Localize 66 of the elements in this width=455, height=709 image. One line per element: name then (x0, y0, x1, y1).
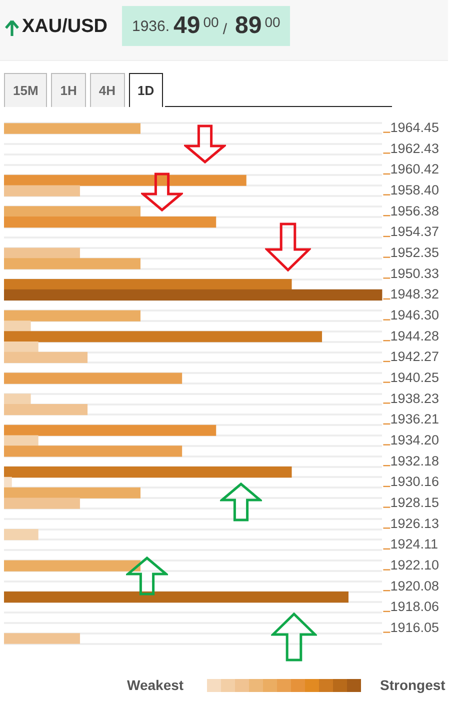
bar (4, 498, 80, 509)
text: Weakest (127, 677, 184, 693)
bar (4, 591, 348, 603)
bar (4, 206, 140, 218)
bar (4, 435, 38, 446)
bar (4, 466, 292, 478)
y-tick-label: 1928.15 (390, 495, 440, 510)
bar (4, 528, 38, 540)
text: 00 (203, 14, 219, 30)
y-tick-label: 1954.37 (390, 224, 440, 240)
chart-title: XAU/USD (22, 16, 108, 38)
y-tick-label: 1948.32 (390, 286, 440, 302)
y-tick-label: 1964.45 (390, 120, 440, 136)
y-tick-label: 1946.30 (390, 308, 440, 323)
bar (4, 185, 80, 196)
bar (4, 320, 31, 332)
text: 15M (4, 73, 48, 107)
text: 1D (128, 73, 164, 107)
y-tick-label: 1958.40 (390, 182, 440, 198)
text: 4H (90, 73, 125, 107)
bar (4, 446, 182, 457)
bar (4, 289, 382, 300)
bar (4, 424, 216, 436)
text: Strongest (380, 677, 446, 693)
bar (4, 123, 140, 134)
bar (4, 216, 216, 228)
y-tick-label: 1922.10 (390, 558, 440, 572)
text: 49 (174, 12, 200, 40)
bar (4, 352, 88, 363)
y-tick-label: 1952.35 (390, 245, 440, 260)
bar (4, 342, 38, 353)
text: 1H (51, 73, 86, 107)
text: 89 (235, 12, 262, 40)
y-tick-label: 1926.13 (390, 516, 440, 531)
y-tick-label: 1920.08 (390, 578, 440, 594)
y-tick-label: 1916.05 (390, 620, 440, 635)
y-tick-label: 1956.38 (390, 203, 440, 218)
bar (4, 331, 322, 342)
bar (4, 174, 246, 186)
y-tick-label: 1950.33 (390, 266, 440, 281)
y-tick-label: 1960.42 (390, 162, 440, 177)
bar (4, 633, 80, 644)
text: 1936. (132, 18, 170, 34)
bar (4, 394, 31, 405)
y-tick-label: 1924.11 (390, 536, 438, 552)
bar (4, 560, 140, 572)
y-tick-label: 1934.20 (390, 432, 440, 448)
bar (4, 487, 140, 498)
y-tick-label: 1944.28 (390, 328, 440, 344)
text: 00 (264, 14, 280, 30)
y-tick-label: 1938.23 (390, 390, 440, 406)
y-tick-label: 1918.06 (390, 599, 440, 614)
y-tick-label: 1932.18 (390, 453, 440, 468)
y-tick-label: 1940.25 (390, 370, 440, 386)
y-tick-label: 1942.27 (390, 349, 440, 364)
bar (4, 372, 182, 384)
bar (4, 404, 88, 416)
bar (4, 476, 12, 488)
y-tick-label: 1962.43 (390, 140, 440, 156)
bar (4, 310, 140, 322)
bar (4, 279, 292, 290)
bar (4, 258, 140, 270)
y-tick-label: 1930.16 (390, 474, 440, 490)
text: / (222, 21, 227, 38)
y-tick-label: 1936.21 (390, 412, 440, 427)
bar (4, 248, 80, 259)
